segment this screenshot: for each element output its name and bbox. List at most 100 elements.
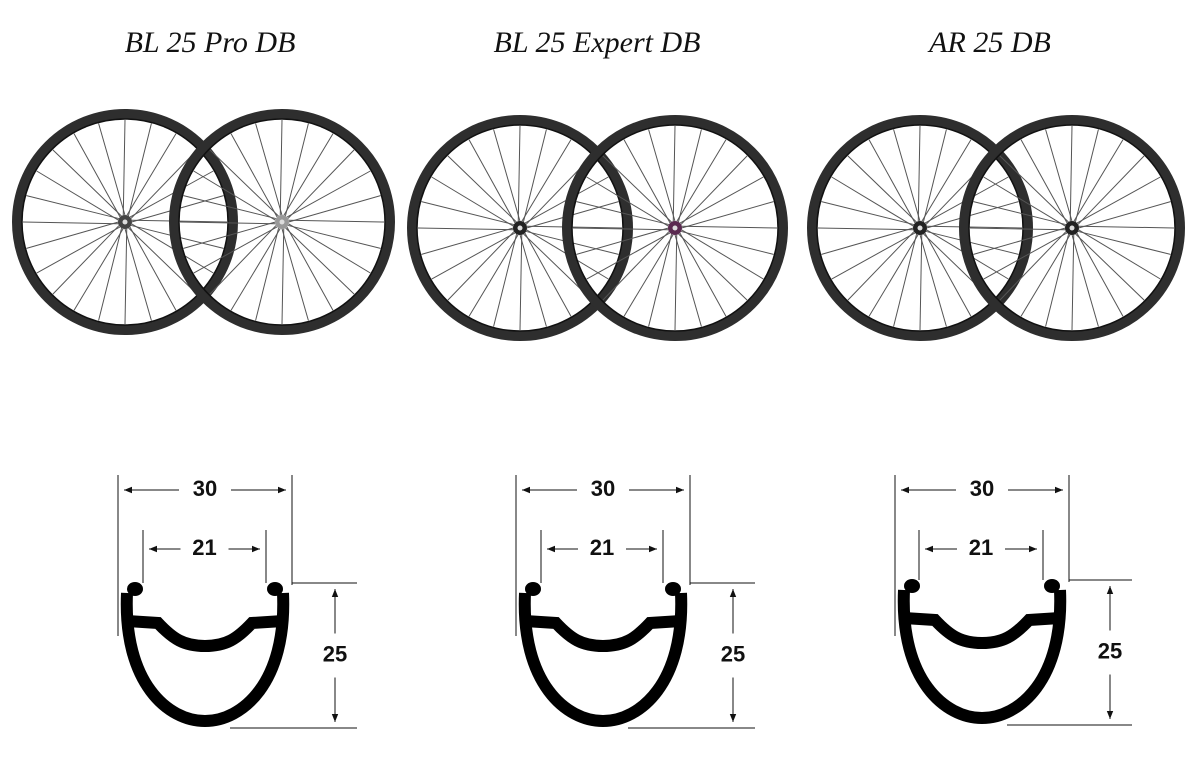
spoke [678,233,748,301]
rim-profile-bed [903,612,1061,650]
spoke [183,195,277,220]
rim-profile-wall [897,589,1067,725]
spoke [1078,229,1161,280]
spoke [576,201,670,226]
spoke [817,227,914,231]
spoke [122,119,126,216]
spoke [521,139,572,222]
spoke [127,123,152,217]
spoke [572,227,669,231]
spoke [468,139,516,224]
spoke [447,231,515,301]
spoke [517,125,521,222]
wheel [407,115,633,341]
spoke [421,227,514,255]
rim [169,109,395,335]
spoke [26,195,120,220]
spoke [926,201,1019,229]
spoke [1077,230,1171,255]
spoke [183,221,276,249]
product-title: BL 25 Pro DB [125,26,296,59]
spoke [1076,232,1124,317]
spoke [983,232,1068,280]
spoke [431,232,516,280]
spoke [847,231,915,301]
product-title: AR 25 DB [927,26,1051,59]
outer-width-label: 30 [970,476,994,501]
hub-center [279,219,285,225]
spoke [602,155,672,223]
spoke [893,129,921,222]
rim [407,115,633,341]
spoke [1069,125,1073,222]
spoke [124,228,128,325]
spoke [279,119,283,216]
spoke [519,234,547,327]
rim-hook [267,582,283,596]
spoke [1020,234,1071,317]
spoke [421,201,515,226]
rim-profile-wall [518,592,688,728]
spoke [447,155,517,223]
spoke [831,232,916,280]
rim-edge [416,124,624,332]
inner-width-label: 21 [590,535,614,560]
spoke [519,234,523,331]
spoke [893,233,918,327]
spoke [1045,233,1070,327]
spoke [925,230,1019,255]
wheel [959,115,1185,341]
spoke [52,225,120,295]
wheel [12,109,238,335]
rim-hook [665,582,681,596]
spoke [230,133,278,218]
spoke [921,139,972,222]
spoke [680,230,774,255]
rim-hook [904,579,920,593]
spoke [230,228,281,311]
rim-edge [816,124,1024,332]
spoke [576,227,669,255]
hub-center [672,225,678,231]
spoke [98,123,126,216]
spoke [524,232,572,317]
spoke [821,201,915,226]
spoke [1071,234,1075,331]
spoke [681,201,774,229]
spoke [129,170,214,218]
product-title: BL 25 Expert DB [494,26,701,59]
spoke [917,125,921,222]
spoke [677,129,702,223]
spoke [209,225,277,295]
spoke [431,176,514,227]
spoke [922,129,947,223]
spoke [288,195,381,223]
rim [959,115,1185,341]
spoke [124,228,152,321]
rim-hook [525,582,541,596]
spoke [468,234,519,317]
spoke [36,170,119,221]
spoke [676,139,727,222]
spoke [179,221,276,225]
spoke [255,227,280,321]
spoke [493,129,521,222]
spoke [681,229,764,280]
spoke [602,231,670,301]
spoke [1076,176,1161,224]
depth-label: 25 [721,641,745,666]
spoke [255,123,283,216]
spoke [193,170,276,221]
spoke [926,225,1023,229]
rim [562,115,788,341]
inner-width-label: 21 [192,535,216,560]
spoke [1078,225,1175,229]
rim-profile-wall [120,592,290,728]
spoke [586,232,671,280]
spoke [679,176,764,224]
spoke [126,133,177,216]
spoke [919,234,923,331]
spoke [98,227,123,321]
spoke [287,149,355,219]
